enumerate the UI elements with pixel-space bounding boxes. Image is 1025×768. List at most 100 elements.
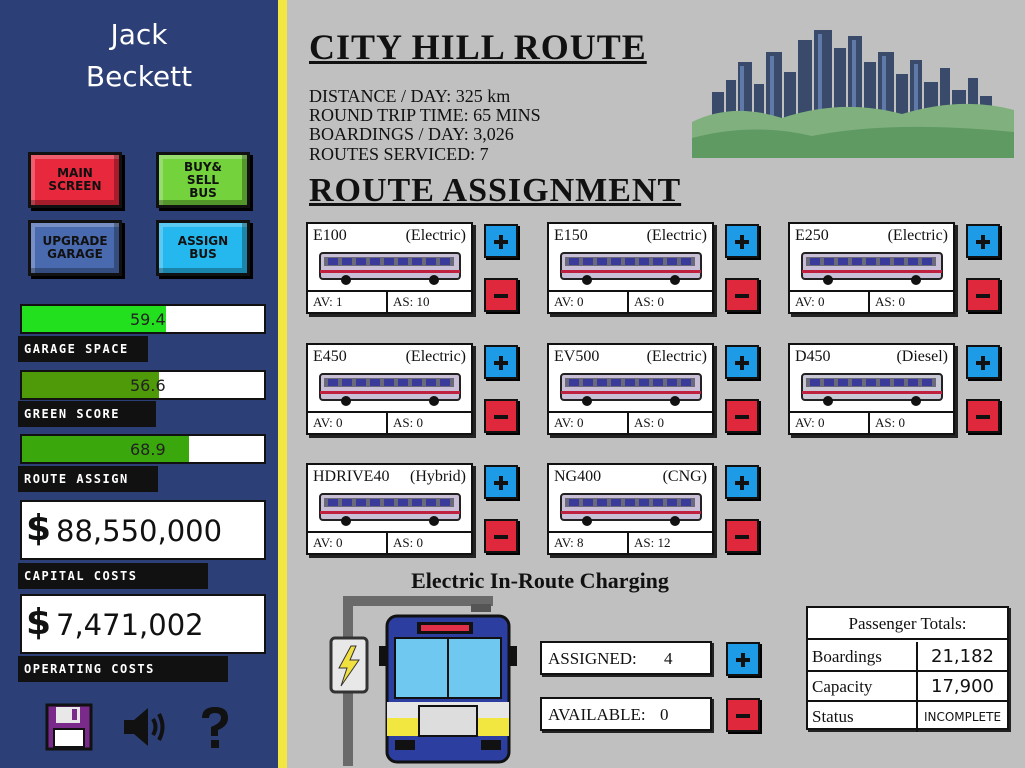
bus-assigned-count: AS: 0 — [634, 294, 664, 309]
bus-fuel-type: (Hybrid) — [410, 468, 466, 485]
bus-counts: AV: 0 AS: 0 — [308, 411, 471, 433]
bus-available-count: AV: 1 — [308, 292, 388, 312]
garage-space-value: 59.4 — [130, 310, 166, 329]
main-screen-button[interactable]: MAIN SCREEN — [28, 152, 122, 208]
save-icon[interactable] — [44, 702, 94, 752]
route-assign-value: 68.9 — [130, 440, 166, 459]
bus-card-ev500: EV500 (Electric) AV: 0 AS: 0 — [547, 343, 714, 435]
bus-available-count: AV: 0 — [549, 292, 629, 312]
charging-minus-button[interactable] — [726, 698, 760, 732]
bus-image — [319, 373, 461, 406]
bus-counts: AV: 0 AS: 0 — [790, 411, 953, 433]
assigned-field: ASSIGNED: 4 — [540, 641, 712, 675]
passenger-totals-table: Passenger Totals: Boardings 21,182 Capac… — [806, 606, 1009, 732]
bus-card-e250: E250 (Electric) AV: 0 AS: 0 — [788, 222, 955, 314]
capital-costs-label: CAPITAL COSTS — [18, 563, 208, 589]
assign-plus-button[interactable] — [725, 465, 759, 499]
bus-fuel-type: (Electric) — [646, 227, 707, 244]
assign-plus-button[interactable] — [966, 224, 1000, 258]
bus-card-e150: E150 (Electric) AV: 0 AS: 0 — [547, 222, 714, 314]
garage-space-fill — [22, 306, 166, 332]
capital-costs-box: $ 88,550,000 — [20, 500, 266, 560]
assign-plus-button[interactable] — [484, 465, 518, 499]
bus-counts: AV: 8 AS: 12 — [549, 531, 712, 553]
bus-card-hdrive40: HDRIVE40 (Hybrid) AV: 0 AS: 0 — [306, 463, 473, 555]
boardings-value: 21,182 — [916, 642, 1007, 670]
bus-assigned-count: AS: 10 — [393, 294, 430, 309]
bus-fuel-type: (Diesel) — [896, 348, 948, 365]
table-row: Status INCOMPLETE — [808, 702, 1007, 732]
charging-plus-button[interactable] — [726, 642, 760, 676]
bus-counts: AV: 0 AS: 0 — [308, 531, 471, 553]
green-score-label: GREEN SCORE — [18, 401, 156, 427]
bus-assigned-count: AS: 0 — [393, 535, 423, 550]
garage-space-meter: 59.4 — [20, 304, 266, 334]
available-value: 0 — [660, 705, 669, 724]
bus-assigned-count: AS: 12 — [634, 535, 671, 550]
assign-minus-button[interactable] — [966, 278, 1000, 312]
bus-counts: AV: 0 AS: 0 — [549, 290, 712, 312]
bus-assigned-count: AS: 0 — [634, 415, 664, 430]
bus-counts: AV: 1 AS: 10 — [308, 290, 471, 312]
bus-model-name: E450 — [313, 348, 347, 365]
bus-image — [319, 493, 461, 526]
bus-image — [801, 373, 943, 406]
bus-card-d450: D450 (Diesel) AV: 0 AS: 0 — [788, 343, 955, 435]
bus-card-e450: E450 (Electric) AV: 0 AS: 0 — [306, 343, 473, 435]
bus-model-name: D450 — [795, 348, 831, 365]
route-assignment-title: ROUTE ASSIGNMENT — [309, 172, 682, 209]
assign-plus-button[interactable] — [725, 345, 759, 379]
bus-model-name: HDRIVE40 — [313, 468, 390, 485]
assign-plus-button[interactable] — [725, 224, 759, 258]
passenger-totals-title: Passenger Totals: — [808, 608, 1007, 640]
sound-icon[interactable] — [120, 702, 170, 752]
bus-available-count: AV: 0 — [308, 413, 388, 433]
bus-image — [560, 493, 702, 526]
assign-minus-button[interactable] — [725, 278, 759, 312]
bus-counts: AV: 0 AS: 0 — [549, 411, 712, 433]
bus-assigned-count: AS: 0 — [393, 415, 423, 430]
bus-available-count: AV: 0 — [790, 413, 870, 433]
capacity-label: Capacity — [812, 677, 873, 696]
help-icon[interactable] — [190, 702, 240, 752]
route-assign-fill — [22, 436, 189, 462]
bus-available-count: AV: 0 — [790, 292, 870, 312]
assign-minus-button[interactable] — [484, 519, 518, 553]
bus-card-ng400: NG400 (CNG) AV: 8 AS: 12 — [547, 463, 714, 555]
assign-minus-button[interactable] — [725, 399, 759, 433]
garage-space-label: GARAGE SPACE — [18, 336, 148, 362]
capacity-value: 17,900 — [916, 672, 1007, 700]
operating-costs-box: $ 7,471,002 — [20, 594, 266, 654]
green-score-fill — [22, 372, 159, 398]
assign-plus-button[interactable] — [966, 345, 1000, 379]
boardings-label: Boardings — [812, 647, 882, 666]
assign-plus-button[interactable] — [484, 224, 518, 258]
assign-minus-button[interactable] — [725, 519, 759, 553]
bus-available-count: AV: 0 — [308, 533, 388, 553]
player-last-name: Beckett — [85, 60, 193, 93]
assign-bus-button[interactable]: ASSIGN BUS — [156, 220, 250, 276]
assign-minus-button[interactable] — [966, 399, 1000, 433]
assign-minus-button[interactable] — [484, 399, 518, 433]
route-title: CITY HILL ROUTE — [309, 27, 647, 67]
dollar-icon: $ — [26, 602, 52, 643]
charging-station-image — [329, 596, 517, 766]
bus-fuel-type: (Electric) — [887, 227, 948, 244]
route-boardings: BOARDINGS / DAY: 3,026 — [309, 124, 514, 144]
sidebar-divider — [278, 0, 287, 768]
route-services: ROUTES SERVICED: 7 — [309, 144, 489, 164]
player-first-name: Jack — [110, 18, 168, 51]
bus-counts: AV: 0 AS: 0 — [790, 290, 953, 312]
bus-model-name: NG400 — [554, 468, 602, 485]
bus-assigned-count: AS: 0 — [875, 415, 905, 430]
table-row: Boardings 21,182 — [808, 642, 1007, 672]
assigned-value: 4 — [664, 649, 673, 668]
upgrade-garage-button[interactable]: UPGRADE GARAGE — [28, 220, 122, 276]
route-round-trip: ROUND TRIP TIME: 65 MINS — [309, 105, 541, 125]
buy-sell-bus-button[interactable]: BUY& SELL BUS — [156, 152, 250, 208]
assign-minus-button[interactable] — [484, 278, 518, 312]
assign-plus-button[interactable] — [484, 345, 518, 379]
bus-fuel-type: (Electric) — [405, 348, 466, 365]
bus-image — [801, 252, 943, 285]
bus-assigned-count: AS: 0 — [875, 294, 905, 309]
